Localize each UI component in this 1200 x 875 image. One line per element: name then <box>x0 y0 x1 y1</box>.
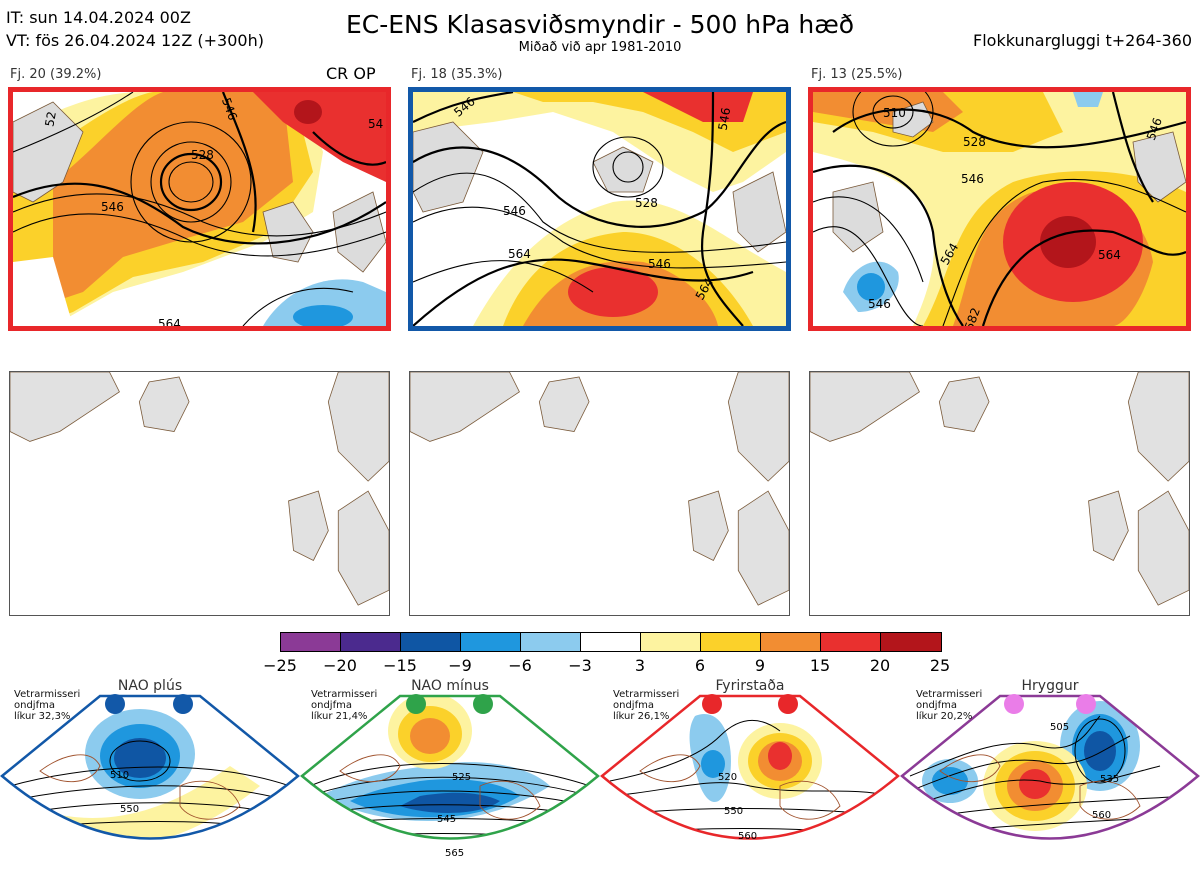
colorbar-tick: 9 <box>754 656 766 675</box>
colorbar-tick: 3 <box>634 656 646 675</box>
cluster-map-2-graphic <box>413 92 786 326</box>
header-times: IT: sun 14.04.2024 00Z VT: fös 26.04.202… <box>6 6 264 52</box>
contour-label: 546 <box>503 204 526 218</box>
regime-info-line: Vetrarmisseri <box>613 689 680 700</box>
page-title: EC-ENS Klasasviðsmyndir - 500 hPa hæð <box>345 10 855 39</box>
regime-info-line: Vetrarmisseri <box>311 689 378 700</box>
regime-info-line: ondjfma <box>14 700 55 711</box>
contour-label: 564 <box>158 317 181 331</box>
regime-info-line: líkur 20,2% <box>916 711 973 722</box>
contour-label: 560 <box>738 831 758 842</box>
regime-title: Fyrirstaða <box>715 678 785 694</box>
cluster-1-tag: CR OP <box>326 64 376 83</box>
contour-label: 550 <box>724 806 744 817</box>
colorbar-swatch <box>401 633 461 651</box>
colorbar <box>280 632 942 652</box>
contour-label: 546 <box>648 257 671 271</box>
empty-map-3-graphic <box>810 372 1189 606</box>
empty-map-2-graphic <box>410 372 789 606</box>
colorbar-swatch <box>281 633 341 651</box>
regime-info-line: ondjfma <box>311 700 352 711</box>
contour-label: 564 <box>508 247 531 261</box>
colorbar-swatch <box>641 633 701 651</box>
colorbar-tick: −6 <box>508 656 532 675</box>
contour-label: 565 <box>445 848 465 859</box>
regime-nao-minus-graphic <box>300 694 600 840</box>
colorbar-swatch <box>341 633 401 651</box>
valid-time: VT: fös 26.04.2024 12Z (+300h) <box>6 31 264 50</box>
contour-label: 505 <box>1050 722 1070 733</box>
contour-label: 535 <box>1100 774 1120 785</box>
regime-info-line: Vetrarmisseri <box>14 689 81 700</box>
contour-label: 564 <box>1098 248 1121 262</box>
colorbar-tick: 6 <box>694 656 706 675</box>
contour-label: 528 <box>963 135 986 149</box>
colorbar-swatch <box>701 633 761 651</box>
colorbar-swatch <box>821 633 881 651</box>
regime-info-line: ondjfma <box>613 700 654 711</box>
cluster-map-3: 510 528 546 546 564 564 546 582 <box>808 87 1191 331</box>
colorbar-tick: −25 <box>263 656 297 675</box>
cluster-map-2: 528 546 546 564 564 546 546 <box>408 87 791 331</box>
cluster-map-1-graphic <box>13 92 386 326</box>
empty-map-1-graphic <box>10 372 389 606</box>
regime-nao-plus: NAO plús Vetrarmisseri ondjfma líkur 32,… <box>0 676 300 871</box>
contour-label: 510 <box>883 106 906 120</box>
colorbar-tick: 15 <box>809 656 831 675</box>
contour-label: 546 <box>961 172 984 186</box>
regime-info-line: líkur 32,3% <box>14 711 71 722</box>
empty-map-1 <box>9 371 390 616</box>
colorbar-tick: −15 <box>383 656 417 675</box>
regime-title: Hryggur <box>1021 678 1079 694</box>
contour-label: 54 <box>368 117 384 131</box>
cluster-map-3-graphic <box>813 92 1186 326</box>
empty-map-3 <box>809 371 1190 616</box>
colorbar-swatch <box>881 633 941 651</box>
regime-info-line: líkur 21,4% <box>311 711 368 722</box>
regime-ridge-graphic <box>900 694 1200 840</box>
contour-label: 550 <box>120 804 140 815</box>
initial-time: IT: sun 14.04.2024 00Z <box>6 8 191 27</box>
regime-info: Vetrarmisseri ondjfma líkur 21,4% <box>311 689 377 722</box>
colorbar-swatch <box>581 633 641 651</box>
contour-label: 520 <box>718 772 738 783</box>
regime-info-line: ondjfma <box>916 700 957 711</box>
regime-title: NAO plús <box>117 678 183 694</box>
regime-info: Vetrarmisseri ondjfma líkur 32,3% <box>14 689 80 722</box>
colorbar-tick: 20 <box>869 656 891 675</box>
cluster-2-label: Fj. 18 (35.3%) <box>411 67 503 82</box>
regime-blocking: Fyrirstaða Vetrarmisseri ondjfma líkur 2… <box>600 676 900 871</box>
regime-nao-plus-graphic <box>0 694 300 840</box>
contour-label: 510 <box>110 770 130 781</box>
contour-label: 528 <box>191 148 214 162</box>
colorbar-swatch <box>461 633 521 651</box>
page-subtitle: Miðað við apr 1981-2010 <box>518 40 682 55</box>
colorbar-tick: −3 <box>568 656 592 675</box>
contour-label: 546 <box>868 297 891 311</box>
colorbar-swatch <box>521 633 581 651</box>
regime-info: Vetrarmisseri ondjfma líkur 26,1% <box>613 689 679 722</box>
colorbar-tick: −9 <box>448 656 472 675</box>
contour-label: 52 <box>42 110 59 128</box>
cluster-1-label: Fj. 20 (39.2%) <box>10 67 102 82</box>
regime-blocking-graphic <box>600 694 900 840</box>
contour-label: 525 <box>452 772 472 783</box>
colorbar-swatch <box>761 633 821 651</box>
regime-info: Vetrarmisseri ondjfma líkur 20,2% <box>916 689 982 722</box>
contour-label: 546 <box>101 200 124 214</box>
regime-info-line: Vetrarmisseri <box>916 689 983 700</box>
classification-window: Flokkunargluggi t+264-360 <box>973 31 1192 50</box>
cluster-3-label: Fj. 13 (25.5%) <box>811 67 903 82</box>
colorbar-tick: −20 <box>323 656 357 675</box>
cluster-map-1: 528 546 546 564 52 54 <box>8 87 391 331</box>
contour-label: 545 <box>437 814 457 825</box>
empty-map-2 <box>409 371 790 616</box>
colorbar-tick: 25 <box>929 656 951 675</box>
regime-title: NAO mínus <box>411 678 489 694</box>
regime-nao-minus: NAO mínus Vetrarmisseri ondjfma líkur 21… <box>300 676 600 871</box>
regime-info-line: líkur 26,1% <box>613 711 670 722</box>
contour-label: 528 <box>635 196 658 210</box>
contour-label: 560 <box>1092 810 1112 821</box>
regime-ridge: Hryggur Vetrarmisseri ondjfma líkur 20,2… <box>900 676 1200 871</box>
